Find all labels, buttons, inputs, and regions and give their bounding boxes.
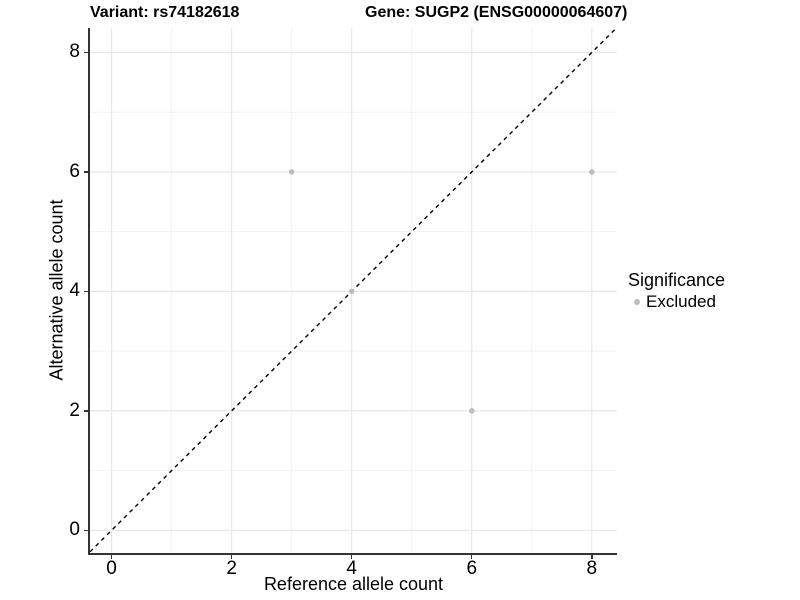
x-tick-label: 2	[226, 558, 237, 579]
x-axis-tick	[230, 555, 233, 559]
x-axis-tick	[110, 555, 113, 559]
x-axis-tick	[350, 555, 353, 559]
y-axis-tick	[84, 171, 88, 173]
y-tick-label: 6	[69, 160, 80, 182]
plot-panel	[89, 27, 617, 553]
excluded-point-icon	[634, 298, 640, 305]
y-tick-label: 0	[69, 519, 80, 541]
y-axis-tick	[84, 410, 88, 412]
legend: Significance Excluded	[628, 270, 725, 311]
y-axis-line	[88, 28, 90, 555]
x-axis-tick	[470, 555, 473, 559]
data-point	[348, 288, 355, 295]
plot-title-gene: Gene: SUGP2 (ENSG00000064607)	[365, 4, 628, 21]
data-point	[468, 408, 475, 414]
data-point	[588, 169, 595, 175]
x-tick-label: 0	[106, 558, 117, 579]
x-tick-label: 8	[586, 558, 598, 579]
plot-title-variant: Variant: rs74182618	[90, 4, 240, 21]
x-axis-tick	[591, 555, 593, 559]
y-tick-label: 4	[69, 280, 80, 302]
x-axis-title: Reference allele count	[263, 574, 444, 594]
legend-item-label: Excluded	[646, 292, 716, 311]
plot-canvas	[89, 27, 617, 553]
y-axis-tick	[84, 529, 88, 532]
y-tick-label: 8	[69, 41, 80, 63]
data-point	[288, 169, 295, 175]
legend-item-excluded: Excluded	[628, 292, 725, 311]
legend-title: Significance	[628, 270, 726, 290]
x-tick-label: 6	[466, 558, 478, 579]
y-tick-label: 2	[69, 399, 80, 421]
x-axis-line	[88, 553, 617, 555]
y-axis-tick	[84, 51, 88, 54]
x-tick-label: 4	[346, 558, 357, 579]
y-axis-tick	[84, 290, 88, 293]
